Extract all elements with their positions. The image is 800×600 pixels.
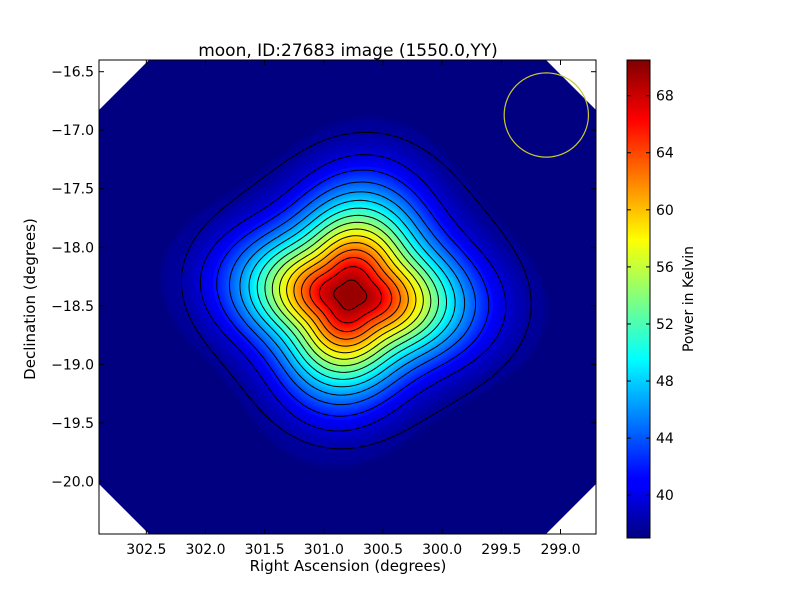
contour-line — [309, 256, 393, 333]
y-tick-label: −17.5 — [51, 182, 94, 198]
contour-line — [216, 169, 490, 417]
heatmap-layers — [161, 118, 547, 467]
y-tick-label: −19.5 — [51, 416, 94, 432]
colorbar-tick-label: 44 — [656, 431, 674, 447]
x-axis-label: Right Ascension (degrees) — [250, 557, 447, 575]
contour-line — [286, 235, 417, 354]
contour-line — [264, 214, 439, 373]
colorbar-ticks: 40 44 48 52 56 60 64 68 — [627, 89, 674, 504]
heatmap-image — [99, 60, 596, 534]
contour-line — [278, 228, 424, 360]
y-tick-label: −16.5 — [51, 65, 94, 81]
y-tick-label: −19.0 — [51, 357, 94, 373]
x-tick-label: 299.0 — [540, 542, 580, 558]
heatmap-level-40 — [334, 280, 366, 310]
contour-line — [239, 191, 466, 396]
beam-circle — [503, 72, 590, 158]
colorbar-tick-label: 48 — [656, 374, 674, 390]
x-tick-label: 300.0 — [422, 542, 462, 558]
y-tick-label: −18.0 — [51, 240, 94, 256]
colorbar-label: Power in Kelvin — [681, 246, 697, 352]
contour-line — [180, 131, 532, 450]
x-tick-label: 301.5 — [245, 542, 285, 558]
contour-line — [319, 266, 383, 324]
colorbar-tick-label: 40 — [656, 488, 674, 504]
x-tick-label: 300.5 — [363, 542, 403, 558]
colorbar-frame — [626, 59, 651, 539]
plot-frame — [98, 59, 597, 535]
colorbar-tick-label: 52 — [656, 317, 674, 333]
contour-line — [293, 242, 409, 347]
x-tick-label: 302.0 — [185, 542, 225, 558]
y-axis: −16.5 −17.0 −17.5 −18.0 −18.5 −19.0 −19.5 −20.0 — [51, 65, 596, 490]
colorbar-tick-label: 60 — [656, 203, 674, 219]
contour-lines — [180, 131, 532, 450]
contour-line — [333, 279, 368, 311]
contour-line — [228, 181, 476, 406]
x-tick-label: 301.0 — [304, 542, 344, 558]
x-tick-label: 302.5 — [126, 542, 166, 558]
y-tick-label: −17.0 — [51, 123, 94, 139]
colorbar-gradient — [627, 60, 650, 538]
contour-line — [248, 199, 456, 388]
y-tick-label: −18.5 — [51, 299, 94, 315]
x-axis: 302.5 302.0 301.5 301.0 300.5 300.0 299.5 299.0 — [126, 60, 581, 558]
plot-area — [99, 60, 596, 534]
colorbar-tick-label: 56 — [656, 260, 674, 276]
contour-line — [256, 207, 447, 380]
colorbar: 40 44 48 52 56 60 64 68 Power in Kelvin — [626, 59, 697, 539]
colorbar-tick-label: 68 — [656, 89, 674, 105]
contour-line — [271, 221, 432, 367]
x-tick-label: 299.5 — [481, 542, 521, 558]
y-axis-label: Declination (degrees) — [21, 218, 39, 380]
contour-line — [199, 154, 507, 432]
chart-title: moon, ID:27683 image (1550.0,YY) — [198, 41, 498, 61]
contour-line — [300, 249, 401, 340]
colorbar-tick-label: 64 — [656, 146, 674, 162]
y-tick-label: −20.0 — [51, 474, 94, 490]
